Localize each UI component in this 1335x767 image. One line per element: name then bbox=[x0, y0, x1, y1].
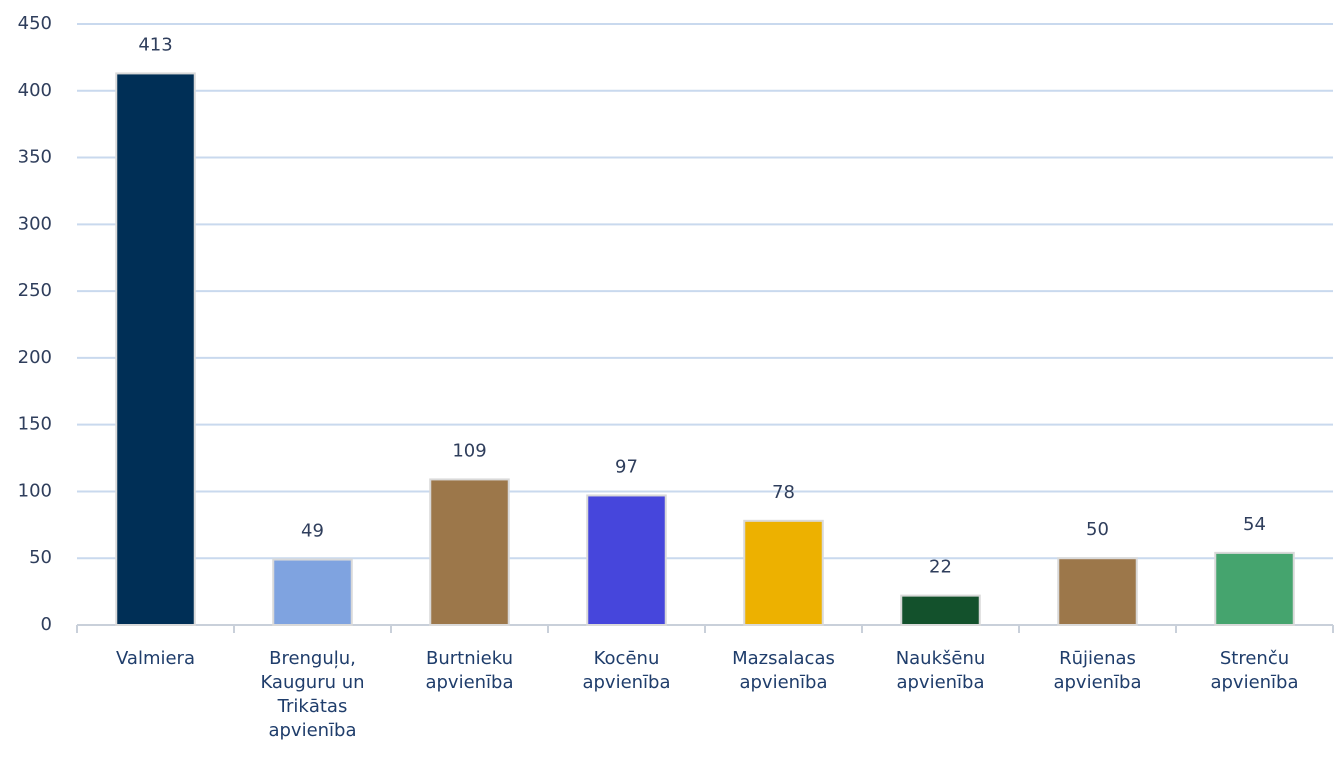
y-tick-label: 150 bbox=[18, 414, 52, 435]
y-tick-label: 450 bbox=[18, 13, 52, 34]
x-tick-label: Rūjienas apvienība bbox=[1053, 648, 1142, 693]
data-label: 78 bbox=[772, 482, 795, 503]
x-tick-label: Valmiera bbox=[116, 648, 195, 669]
bar bbox=[429, 478, 510, 626]
y-tick-label: 400 bbox=[18, 80, 52, 101]
bar bbox=[115, 72, 196, 627]
y-tick-label: 350 bbox=[18, 147, 52, 168]
y-tick-label: 0 bbox=[41, 614, 52, 635]
x-tick-label: Strenču apvienība bbox=[1210, 648, 1299, 693]
x-tick-label: Mazsalacas apvienība bbox=[732, 648, 835, 693]
bar bbox=[1214, 551, 1295, 627]
data-label: 413 bbox=[138, 34, 172, 55]
bar bbox=[1057, 557, 1138, 627]
data-label: 50 bbox=[1086, 519, 1109, 540]
data-label: 54 bbox=[1243, 514, 1266, 535]
bar bbox=[743, 519, 824, 626]
bar bbox=[272, 558, 353, 627]
data-label: 97 bbox=[615, 456, 638, 477]
y-tick-label: 300 bbox=[18, 213, 52, 234]
y-tick-label: 200 bbox=[18, 347, 52, 368]
x-tick-label: Burtnieku apvienība bbox=[425, 648, 514, 693]
bar bbox=[586, 494, 667, 626]
data-label: 49 bbox=[301, 521, 324, 542]
y-tick-label: 50 bbox=[29, 547, 52, 568]
x-tick-label: Naukšēnu apvienība bbox=[895, 648, 986, 693]
x-tick-label: Kocēnu apvienība bbox=[582, 648, 671, 693]
x-tick-label: Brenguļu, Kauguru un Trikātas apvienība bbox=[260, 648, 365, 741]
y-tick-label: 100 bbox=[18, 480, 52, 501]
data-label: 109 bbox=[452, 440, 486, 461]
y-tick-label: 250 bbox=[18, 280, 52, 301]
bar bbox=[900, 594, 981, 627]
data-label: 22 bbox=[929, 557, 952, 578]
